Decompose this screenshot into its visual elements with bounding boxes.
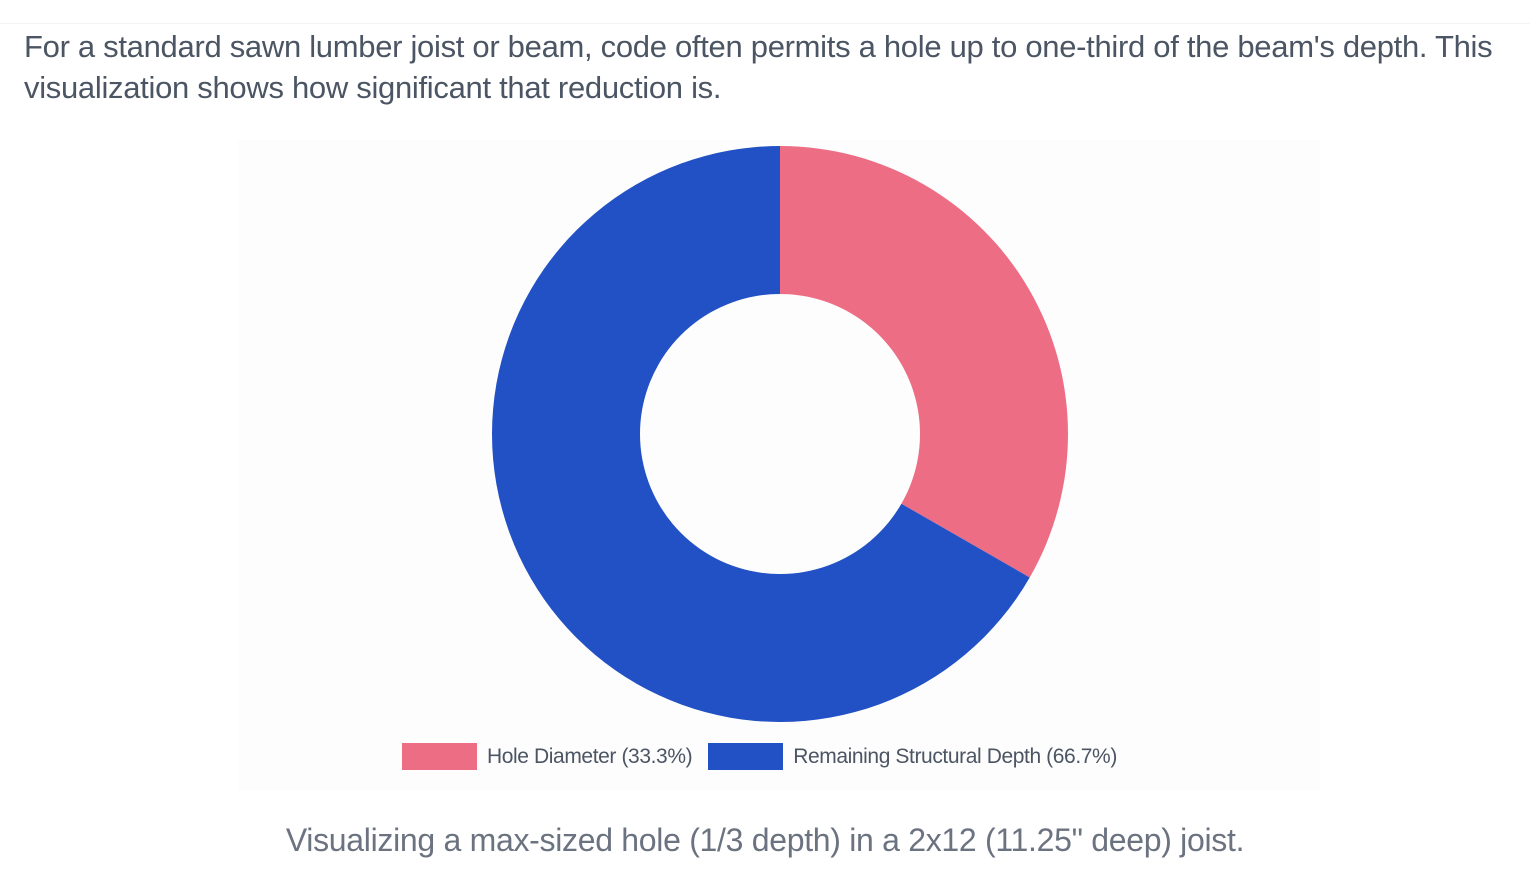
chart-legend: Hole Diameter (33.3%) Remaining Structur… bbox=[402, 743, 1133, 770]
legend-label-hole: Hole Diameter (33.3%) bbox=[487, 744, 693, 768]
chart-caption: Visualizing a max-sized hole (1/3 depth)… bbox=[285, 822, 1245, 858]
slice-hole-diameter[interactable] bbox=[780, 146, 1068, 578]
legend-label-remaining: Remaining Structural Depth (66.7%) bbox=[793, 744, 1117, 768]
legend-item-remaining[interactable]: Remaining Structural Depth (66.7%) bbox=[708, 743, 1117, 770]
intro-text: For a standard sawn lumber joist or beam… bbox=[24, 29, 1493, 105]
slice-remaining-depth[interactable] bbox=[491, 146, 1030, 722]
legend-swatch-hole bbox=[402, 743, 477, 770]
legend-item-hole[interactable]: Hole Diameter (33.3%) bbox=[402, 743, 693, 770]
legend-swatch-remaining bbox=[708, 743, 784, 770]
divider bbox=[0, 23, 1530, 24]
